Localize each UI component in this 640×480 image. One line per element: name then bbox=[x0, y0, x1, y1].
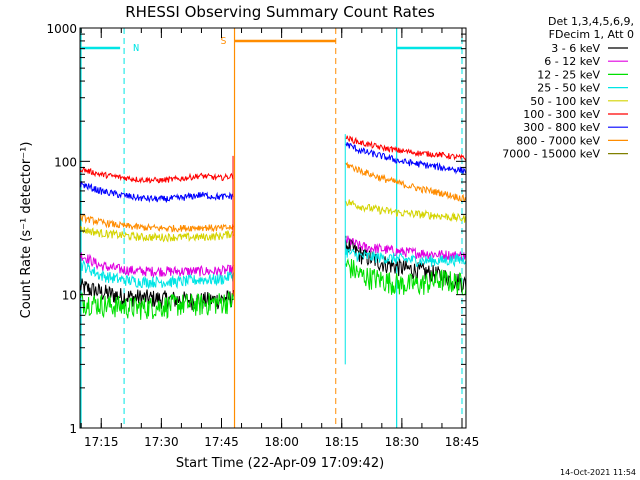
series-25-50-kev-segment-2 bbox=[345, 248, 467, 268]
legend-label-7000-15000-kev: 7000 - 15000 keV bbox=[502, 148, 600, 161]
legend-label-50-100-kev: 50 - 100 keV bbox=[530, 95, 600, 108]
x-tick-label: 17:15 bbox=[84, 435, 119, 449]
x-tick-label: 18:30 bbox=[385, 435, 420, 449]
night-flag-label: N bbox=[133, 43, 139, 54]
y-tick-label: 1000 bbox=[46, 22, 77, 36]
legend-label-3-6-kev: 3 - 6 keV bbox=[551, 42, 600, 55]
legend-label-6-12-kev: 6 - 12 keV bbox=[544, 55, 600, 68]
legend-label-12-25-kev: 12 - 25 keV bbox=[537, 68, 600, 81]
legend: Det 1,3,4,5,6,9, FDecim 1, Att 0 3 - 6 k… bbox=[502, 15, 634, 161]
series-layer bbox=[79, 134, 467, 365]
x-tick-label: 17:30 bbox=[144, 435, 179, 449]
series-3-6-kev-segment-1 bbox=[79, 278, 234, 311]
legend-label-800-7000-kev: 800 - 7000 keV bbox=[516, 134, 600, 147]
y-axis-label: Count Rate (s⁻¹ detector⁻¹) bbox=[19, 142, 34, 319]
series-100-300-kev-segment-2 bbox=[345, 135, 467, 161]
x-tick-label: 18:45 bbox=[445, 435, 480, 449]
y-tick-label: 100 bbox=[54, 155, 77, 169]
series-50-100-kev-segment-1 bbox=[79, 225, 234, 243]
chart-title: RHESSI Observing Summary Count Rates bbox=[125, 3, 435, 21]
series-300-800-kev-segment-2 bbox=[345, 142, 467, 175]
axes: 1 10 100 1000 17:15 17:30 17:45 18:00 18:15 18:30… bbox=[46, 22, 479, 449]
y-tick-label: 10 bbox=[62, 289, 77, 303]
series-6-12-kev-segment-1 bbox=[79, 252, 234, 279]
x-tick-label: 17:45 bbox=[204, 435, 239, 449]
x-tick-label: 18:15 bbox=[324, 435, 359, 449]
series-12-25-kev-segment-2 bbox=[345, 257, 467, 296]
footer-timestamp: 14-Oct-2021 11:54 bbox=[560, 468, 636, 477]
series-100-300-kev-segment-1 bbox=[79, 166, 234, 184]
legend-label-300-800-kev: 300 - 800 keV bbox=[523, 121, 600, 134]
background-lines: NS bbox=[80, 28, 463, 428]
series-800-7000-kev-segment-1 bbox=[79, 214, 234, 233]
y-tick-label: 1 bbox=[69, 422, 77, 436]
x-axis-label: Start Time (22-Apr-09 17:09:42) bbox=[176, 456, 384, 471]
x-tick-label: 18:00 bbox=[264, 435, 299, 449]
series-50-100-kev-segment-2 bbox=[345, 199, 467, 223]
legend-label-25-50-kev: 25 - 50 keV bbox=[537, 82, 600, 95]
series-25-50-kev-segment-1 bbox=[79, 259, 234, 290]
series-800-7000-kev-segment-2 bbox=[345, 161, 467, 202]
legend-header-line-1: Det 1,3,4,5,6,9, bbox=[548, 15, 634, 28]
saa-flag-label: S bbox=[221, 36, 227, 47]
series-12-25-kev-segment-1 bbox=[79, 290, 234, 320]
series-6-12-kev-segment-2 bbox=[345, 235, 467, 262]
legend-header-line-2: FDecim 1, Att 0 bbox=[549, 28, 634, 41]
legend-label-100-300-kev: 100 - 300 keV bbox=[523, 108, 600, 121]
plot-frame bbox=[79, 27, 467, 429]
series-300-800-kev-segment-1 bbox=[79, 181, 234, 203]
